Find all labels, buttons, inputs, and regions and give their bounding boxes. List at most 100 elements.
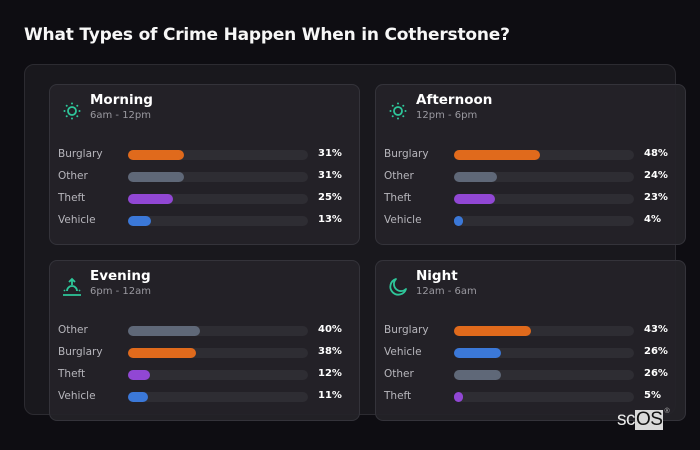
percentage-value: 23%	[644, 192, 668, 203]
bar-track	[128, 348, 308, 358]
card-subtitle: 12pm - 6pm	[416, 110, 478, 121]
bar-track	[454, 326, 634, 336]
page-title: What Types of Crime Happen When in Cothe…	[24, 25, 510, 45]
crime-type-label: Burglary	[58, 148, 103, 160]
percentage-value: 25%	[318, 192, 342, 203]
crime-type-label: Vehicle	[384, 346, 422, 358]
bar-fill	[128, 150, 184, 160]
bar-fill	[454, 216, 463, 226]
bar-row: Burglary 43%	[384, 323, 684, 345]
card-subtitle: 6pm - 12am	[90, 286, 152, 297]
crime-type-label: Other	[58, 324, 88, 336]
card-title: Night	[416, 268, 458, 284]
bar-fill	[128, 370, 150, 380]
registered-mark: ®	[664, 408, 670, 415]
bar-row: Vehicle 13%	[58, 213, 358, 235]
bar-track	[128, 194, 308, 204]
crime-type-label: Burglary	[384, 148, 429, 160]
percentage-value: 13%	[318, 214, 342, 225]
bar-track	[454, 216, 634, 226]
bar-track	[128, 370, 308, 380]
card-title: Afternoon	[416, 92, 493, 108]
card-title: Morning	[90, 92, 153, 108]
bar-row: Theft 5%	[384, 389, 684, 411]
bar-fill	[128, 172, 184, 182]
bar-fill	[128, 216, 152, 226]
percentage-value: 31%	[318, 170, 342, 181]
bar-list: Burglary 48% Other 24% Theft 23% Vehicle…	[384, 147, 684, 235]
percentage-value: 11%	[318, 390, 342, 401]
crime-type-label: Vehicle	[384, 214, 422, 226]
bar-fill	[454, 392, 463, 402]
bar-row: Vehicle 11%	[58, 389, 358, 411]
percentage-value: 31%	[318, 148, 342, 159]
logo-sc: sc	[617, 409, 636, 430]
sunset-icon	[61, 276, 83, 298]
percentage-value: 43%	[644, 324, 668, 335]
bar-row: Burglary 48%	[384, 147, 684, 169]
percentage-value: 38%	[318, 346, 342, 357]
card-subtitle: 6am - 12pm	[90, 110, 152, 121]
bar-row: Theft 23%	[384, 191, 684, 213]
card-morning: Morning 6am - 12pm Burglary 31% Other 31…	[49, 84, 360, 245]
moon-icon	[387, 276, 409, 298]
bar-row: Theft 25%	[58, 191, 358, 213]
bar-track	[128, 216, 308, 226]
crime-type-label: Vehicle	[58, 390, 96, 402]
bar-row: Other 40%	[58, 323, 358, 345]
bar-track	[454, 370, 634, 380]
crime-type-label: Theft	[58, 192, 86, 204]
bar-row: Other 31%	[58, 169, 358, 191]
scos-logo: sc OS ®	[617, 408, 670, 430]
percentage-value: 26%	[644, 368, 668, 379]
percentage-value: 26%	[644, 346, 668, 357]
bar-track	[454, 392, 634, 402]
percentage-value: 40%	[318, 324, 342, 335]
bar-row: Theft 12%	[58, 367, 358, 389]
bar-fill	[128, 194, 173, 204]
card-subtitle: 12am - 6am	[416, 286, 477, 297]
crime-type-label: Theft	[384, 192, 412, 204]
bar-fill	[454, 150, 541, 160]
bar-fill	[454, 172, 498, 182]
bar-list: Burglary 31% Other 31% Theft 25% Vehicle…	[58, 147, 358, 235]
card-evening: Evening 6pm - 12am Other 40% Burglary 38…	[49, 260, 360, 421]
percentage-value: 24%	[644, 170, 668, 181]
bar-row: Other 26%	[384, 367, 684, 389]
crime-type-label: Burglary	[384, 324, 429, 336]
bar-row: Burglary 31%	[58, 147, 358, 169]
percentage-value: 5%	[644, 390, 661, 401]
bar-row: Other 24%	[384, 169, 684, 191]
bar-fill	[454, 326, 532, 336]
percentage-value: 4%	[644, 214, 661, 225]
bar-track	[454, 172, 634, 182]
bar-fill	[454, 370, 501, 380]
percentage-value: 12%	[318, 368, 342, 379]
bar-row: Vehicle 4%	[384, 213, 684, 235]
crime-type-label: Theft	[58, 368, 86, 380]
bar-fill	[128, 392, 148, 402]
bar-track	[128, 392, 308, 402]
crime-type-label: Theft	[384, 390, 412, 402]
bar-track	[128, 326, 308, 336]
bar-track	[128, 150, 308, 160]
bar-list: Other 40% Burglary 38% Theft 12% Vehicle…	[58, 323, 358, 411]
bar-fill	[454, 348, 501, 358]
crime-type-label: Other	[58, 170, 88, 182]
card-night: Night 12am - 6am Burglary 43% Vehicle 26…	[375, 260, 686, 421]
bar-row: Burglary 38%	[58, 345, 358, 367]
bar-row: Vehicle 26%	[384, 345, 684, 367]
crime-type-label: Burglary	[58, 346, 103, 358]
bar-track	[454, 348, 634, 358]
crime-type-label: Other	[384, 170, 414, 182]
crime-type-label: Vehicle	[58, 214, 96, 226]
bar-fill	[128, 348, 197, 358]
bar-list: Burglary 43% Vehicle 26% Other 26% Theft…	[384, 323, 684, 411]
bar-track	[454, 194, 634, 204]
bar-track	[128, 172, 308, 182]
percentage-value: 48%	[644, 148, 668, 159]
logo-os: OS	[635, 409, 664, 430]
sun-icon	[387, 100, 409, 122]
bar-fill	[128, 326, 200, 336]
sun-icon	[61, 100, 83, 122]
